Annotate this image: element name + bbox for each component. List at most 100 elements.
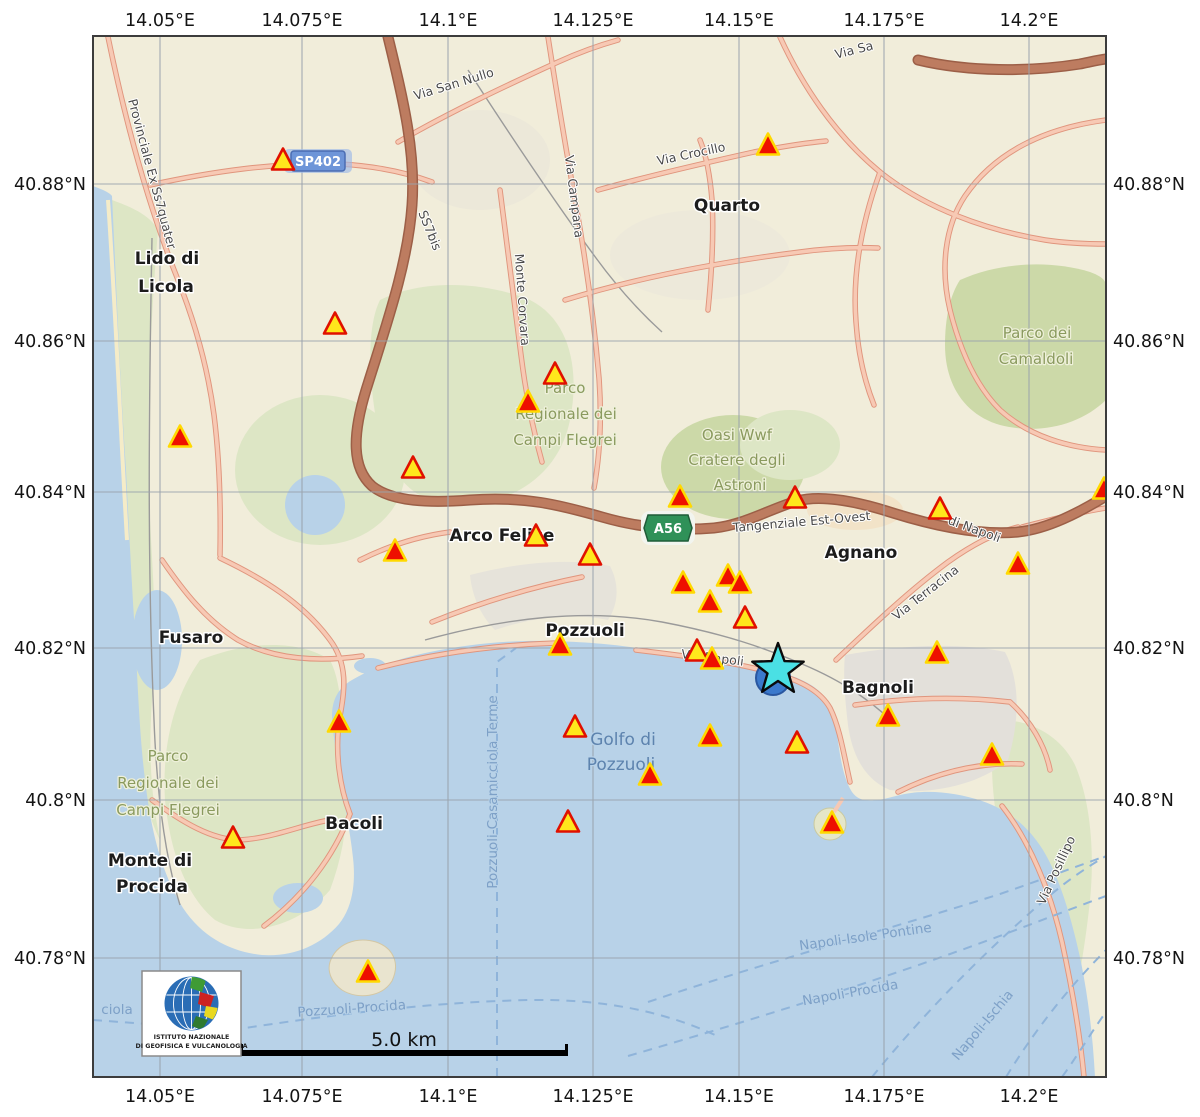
lon-tick-label-bottom: 14.05°E <box>125 1087 195 1107</box>
place-label: Bacoli <box>325 814 383 834</box>
earthquake-marker-red <box>355 959 381 983</box>
earthquake-marker-red <box>667 484 693 508</box>
place-label: Bagnoli <box>842 678 914 698</box>
earthquake-marker-yellow <box>684 638 710 662</box>
earthquake-marker-red <box>326 709 352 733</box>
urban-area-bagnoli <box>844 645 1017 792</box>
earthquake-marker-yellow <box>322 311 348 335</box>
place-label: Regionale dei <box>515 405 617 423</box>
place-label: Monte di <box>108 851 192 871</box>
logo-text-line2: DI GEOFISICA E VULCANOLOGIA <box>136 1043 248 1050</box>
earthquake-marker-red <box>979 742 1005 766</box>
place-label: Golfo di <box>590 730 656 750</box>
lat-tick-label-left: 40.78°N <box>14 949 86 969</box>
lon-tick-label-top: 14.175°E <box>843 11 924 31</box>
green-area-corvara <box>370 285 574 506</box>
earthquake-marker-red <box>637 762 663 786</box>
logo-text-line1: ISTITUTO NAZIONALE <box>154 1034 230 1041</box>
lat-tick-label-left: 40.84°N <box>14 483 86 503</box>
place-label: Campi Flegrei <box>116 801 220 819</box>
earthquake-marker-yellow <box>782 485 808 509</box>
shield-box <box>643 514 693 542</box>
road-label: Monte Corvara <box>512 253 533 346</box>
lon-tick-label-top: 14.15°E <box>704 11 774 31</box>
green-area-averno <box>235 395 405 545</box>
earthquake-marker-yellow <box>562 714 588 738</box>
lon-tick-label-bottom: 14.2°E <box>1000 1087 1059 1107</box>
earthquake-marker-yellow <box>220 825 246 849</box>
place-label: Agnano <box>825 543 898 563</box>
scale-bar-label: 5.0 km <box>371 1029 437 1051</box>
place-label: Astroni <box>714 476 767 494</box>
earthquake-marker-red <box>715 563 741 587</box>
place-label: Pozzuoli <box>587 755 656 775</box>
scale-bar-tick-right <box>565 1044 568 1056</box>
place-label: Fusaro <box>159 628 224 648</box>
earthquake-marker-red <box>670 570 696 594</box>
green-area-bacoli <box>164 645 347 929</box>
place-label: Quarto <box>694 196 760 216</box>
lat-tick-label-right: 40.8°N <box>1113 791 1174 811</box>
lat-tick-label-right: 40.86°N <box>1113 332 1185 352</box>
lat-tick-label-right: 40.88°N <box>1113 175 1185 195</box>
road-shield-a56: A56 <box>641 511 695 545</box>
place-label: Parco <box>148 747 189 765</box>
earthquake-marker-red <box>547 632 573 656</box>
earthquake-marker-red <box>727 570 753 594</box>
ferry-route-label: Pozzuoli-Casamicciola Terme <box>485 695 501 888</box>
earthquake-marker-red <box>382 538 408 562</box>
place-label: Campi Flegrei <box>513 431 617 449</box>
lon-tick-label-bottom: 14.175°E <box>843 1087 924 1107</box>
earthquake-marker-red <box>515 389 541 413</box>
map-frame <box>92 35 1107 1078</box>
lon-tick-label-bottom: 14.125°E <box>552 1087 633 1107</box>
earthquake-marker-red <box>1091 476 1106 500</box>
lat-tick-label-right: 40.78°N <box>1113 949 1185 969</box>
place-label: Pozzuoli <box>545 621 624 641</box>
axis-tick-labels: 14.05°E 14.05°E 14.075°E 14.075°E 14.1°E 14.1… <box>14 11 1185 1107</box>
earthquake-marker-red <box>755 132 781 156</box>
scale-bar-line <box>240 1050 568 1056</box>
earthquake-marker-red <box>924 640 950 664</box>
place-label: Regionale dei <box>117 774 219 792</box>
earthquake-marker-yellow <box>577 542 603 566</box>
lon-tick-label-bottom: 14.075°E <box>261 1087 342 1107</box>
major-roads <box>350 36 1106 539</box>
road-shield-sp402: SP402 <box>284 149 352 173</box>
earthquake-marker-yellow <box>270 147 296 171</box>
earthquake-marker-red <box>699 646 725 670</box>
lon-tick-label-top: 14.075°E <box>261 11 342 31</box>
shield-label: SP402 <box>295 155 341 170</box>
seismicity-markers <box>167 132 1106 983</box>
earthquake-marker-red <box>697 589 723 613</box>
railway-circumflegrea <box>148 237 181 906</box>
globe-graticule <box>165 977 218 1030</box>
lon-tick-label-top: 14.125°E <box>552 11 633 31</box>
earthquake-marker-yellow <box>927 496 953 520</box>
shield-label: A56 <box>654 522 682 537</box>
earthquake-marker-red <box>167 424 193 448</box>
lake-fusaro <box>132 590 182 690</box>
earthquake-marker-red <box>1005 551 1031 575</box>
earthquake-marker-red <box>819 810 845 834</box>
place-label: Procida <box>116 877 188 897</box>
ingv-logo: ISTITUTO NAZIONALE DI GEOFISICA E VULCAN… <box>136 970 248 1057</box>
earthquake-marker-yellow <box>732 605 758 629</box>
lon-tick-label-top: 14.1°E <box>419 11 478 31</box>
lon-tick-label-top: 14.05°E <box>125 11 195 31</box>
place-label: Lido di <box>135 249 199 269</box>
ferry-route-label: ciola <box>101 1002 132 1018</box>
urban-area-monterusciello <box>410 110 550 210</box>
lat-tick-label-left: 40.86°N <box>14 332 86 352</box>
procida-island <box>328 939 396 997</box>
earthquake-marker-red <box>697 723 723 747</box>
earthquake-marker-yellow <box>784 730 810 754</box>
earthquake-marker-yellow <box>555 809 581 833</box>
sea-area <box>93 186 1095 1077</box>
place-label: Parco dei <box>1003 324 1072 342</box>
earthquake-marker-yellow <box>542 361 568 385</box>
earthquake-marker-red <box>875 703 901 727</box>
